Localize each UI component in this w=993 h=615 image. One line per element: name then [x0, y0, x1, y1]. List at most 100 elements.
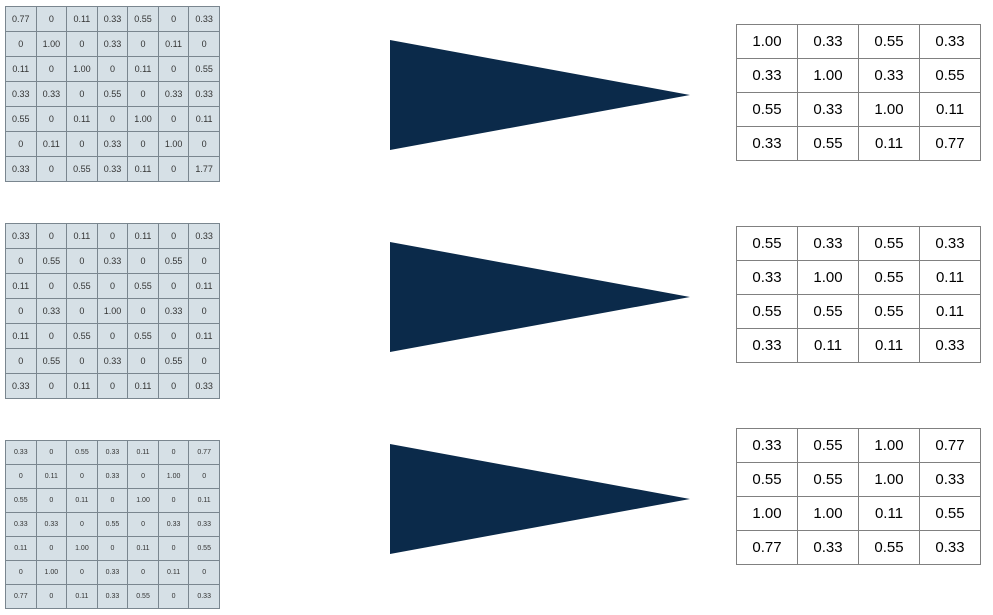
input-cell: 0	[6, 465, 37, 489]
input-cell: 0	[189, 249, 220, 274]
input-cell: 0	[128, 132, 159, 157]
output-cell: 0.33	[920, 329, 981, 363]
input-cell: 0	[189, 561, 220, 585]
table-row: 0.770.330.550.33	[737, 531, 981, 565]
input-cell: 0	[36, 274, 67, 299]
input-cell: 0	[97, 274, 128, 299]
input-cell: 0.11	[189, 274, 220, 299]
input-cell: 0	[158, 107, 189, 132]
transform-arrow-2	[390, 444, 690, 554]
arrow-icon	[390, 242, 690, 352]
input-cell: 0.33	[189, 7, 220, 32]
input-cell: 0.55	[97, 82, 128, 107]
input-cell: 0.33	[6, 513, 37, 537]
input-cell: 0	[158, 585, 189, 609]
input-cell: 0.55	[36, 249, 67, 274]
input-cell: 0.55	[158, 349, 189, 374]
output-cell: 1.00	[737, 25, 798, 59]
output-cell: 0.55	[859, 25, 920, 59]
input-cell: 0.77	[6, 7, 37, 32]
table-row: 0.3300.1100.1100.33	[6, 374, 220, 399]
output-cell: 0.33	[737, 429, 798, 463]
input-cell: 0	[158, 157, 189, 182]
input-cell: 0	[36, 537, 67, 561]
table-row: 0.330.3300.5500.330.33	[6, 82, 220, 107]
input-cell: 0	[36, 324, 67, 349]
input-cell: 0.55	[189, 57, 220, 82]
table-row: 0.330.550.110.77	[737, 127, 981, 161]
input-cell: 0.55	[158, 249, 189, 274]
input-cell: 0	[128, 32, 159, 57]
input-cell: 0	[67, 513, 98, 537]
input-cell: 0.11	[158, 32, 189, 57]
output-grid: 0.550.330.550.330.331.000.550.110.550.55…	[736, 226, 981, 363]
input-cell: 0.11	[67, 585, 98, 609]
input-cell: 0	[189, 32, 220, 57]
input-cell: 0.11	[6, 537, 37, 561]
input-cell: 0	[158, 324, 189, 349]
input-cell: 0.33	[97, 7, 128, 32]
input-cell: 0.11	[67, 107, 98, 132]
input-cell: 0.11	[128, 57, 159, 82]
output-cell: 0.11	[859, 497, 920, 531]
input-cell: 1.00	[128, 107, 159, 132]
output-cell: 1.00	[859, 463, 920, 497]
output-cell: 1.00	[798, 59, 859, 93]
input-cell: 0	[158, 441, 189, 465]
table-row: 00.5500.3300.550	[6, 349, 220, 374]
input-cell: 0	[128, 82, 159, 107]
table-row: 0.550.331.000.11	[737, 93, 981, 127]
input-cell: 1.00	[67, 57, 98, 82]
input-cell: 0.11	[128, 224, 159, 249]
input-cell: 1.00	[36, 561, 67, 585]
output-cell: 1.00	[859, 429, 920, 463]
table-row: 00.1100.3301.000	[6, 132, 220, 157]
table-row: 0.550.550.550.11	[737, 295, 981, 329]
input-cell: 0	[158, 374, 189, 399]
input-cell: 0	[36, 157, 67, 182]
input-cell: 0	[97, 57, 128, 82]
input-cell: 0.33	[158, 513, 189, 537]
input-cell: 1.00	[128, 489, 159, 513]
input-cell: 0	[97, 489, 128, 513]
input-cell: 0.55	[6, 107, 37, 132]
input-cell: 0.11	[128, 157, 159, 182]
table-row: 0.3300.550.330.1100.77	[6, 441, 220, 465]
input-cell: 0.33	[189, 82, 220, 107]
input-cell: 0	[6, 561, 37, 585]
input-cell: 0.33	[97, 585, 128, 609]
input-cell: 0.11	[189, 324, 220, 349]
input-cell: 0.11	[128, 374, 159, 399]
arrow-icon	[390, 40, 690, 150]
table-row: 0.7700.110.330.5500.33	[6, 7, 220, 32]
input-cell: 0.11	[36, 132, 67, 157]
input-cell: 0	[67, 32, 98, 57]
input-cell: 0.33	[97, 561, 128, 585]
output-cell: 1.00	[859, 93, 920, 127]
input-cell: 0	[36, 374, 67, 399]
input-cell: 1.00	[67, 537, 98, 561]
input-grid: 0.3300.550.330.1100.7700.1100.3301.0000.…	[5, 440, 220, 609]
output-cell: 0.11	[920, 261, 981, 295]
input-cell: 0.33	[6, 82, 37, 107]
input-cell: 0	[189, 299, 220, 324]
input-cell: 0	[97, 324, 128, 349]
input-cell: 0	[97, 537, 128, 561]
input-cell: 0.33	[6, 441, 37, 465]
output-cell: 0.11	[859, 329, 920, 363]
output-cell: 0.55	[859, 261, 920, 295]
input-cell: 0	[158, 489, 189, 513]
input-cell: 0	[128, 349, 159, 374]
input-cell: 0.33	[189, 585, 220, 609]
input-cell: 0	[36, 107, 67, 132]
output-cell: 0.55	[859, 227, 920, 261]
table-row: 0.550.330.550.33	[737, 227, 981, 261]
input-cell: 0.11	[189, 489, 220, 513]
output-cell: 0.55	[920, 497, 981, 531]
table-row: 01.0000.3300.110	[6, 561, 220, 585]
output-matrix-1: 0.550.330.550.330.331.000.550.110.550.55…	[736, 226, 981, 363]
table-row: 0.330.110.110.33	[737, 329, 981, 363]
input-cell: 0.11	[36, 465, 67, 489]
input-cell: 0.33	[158, 299, 189, 324]
input-cell: 0	[36, 585, 67, 609]
